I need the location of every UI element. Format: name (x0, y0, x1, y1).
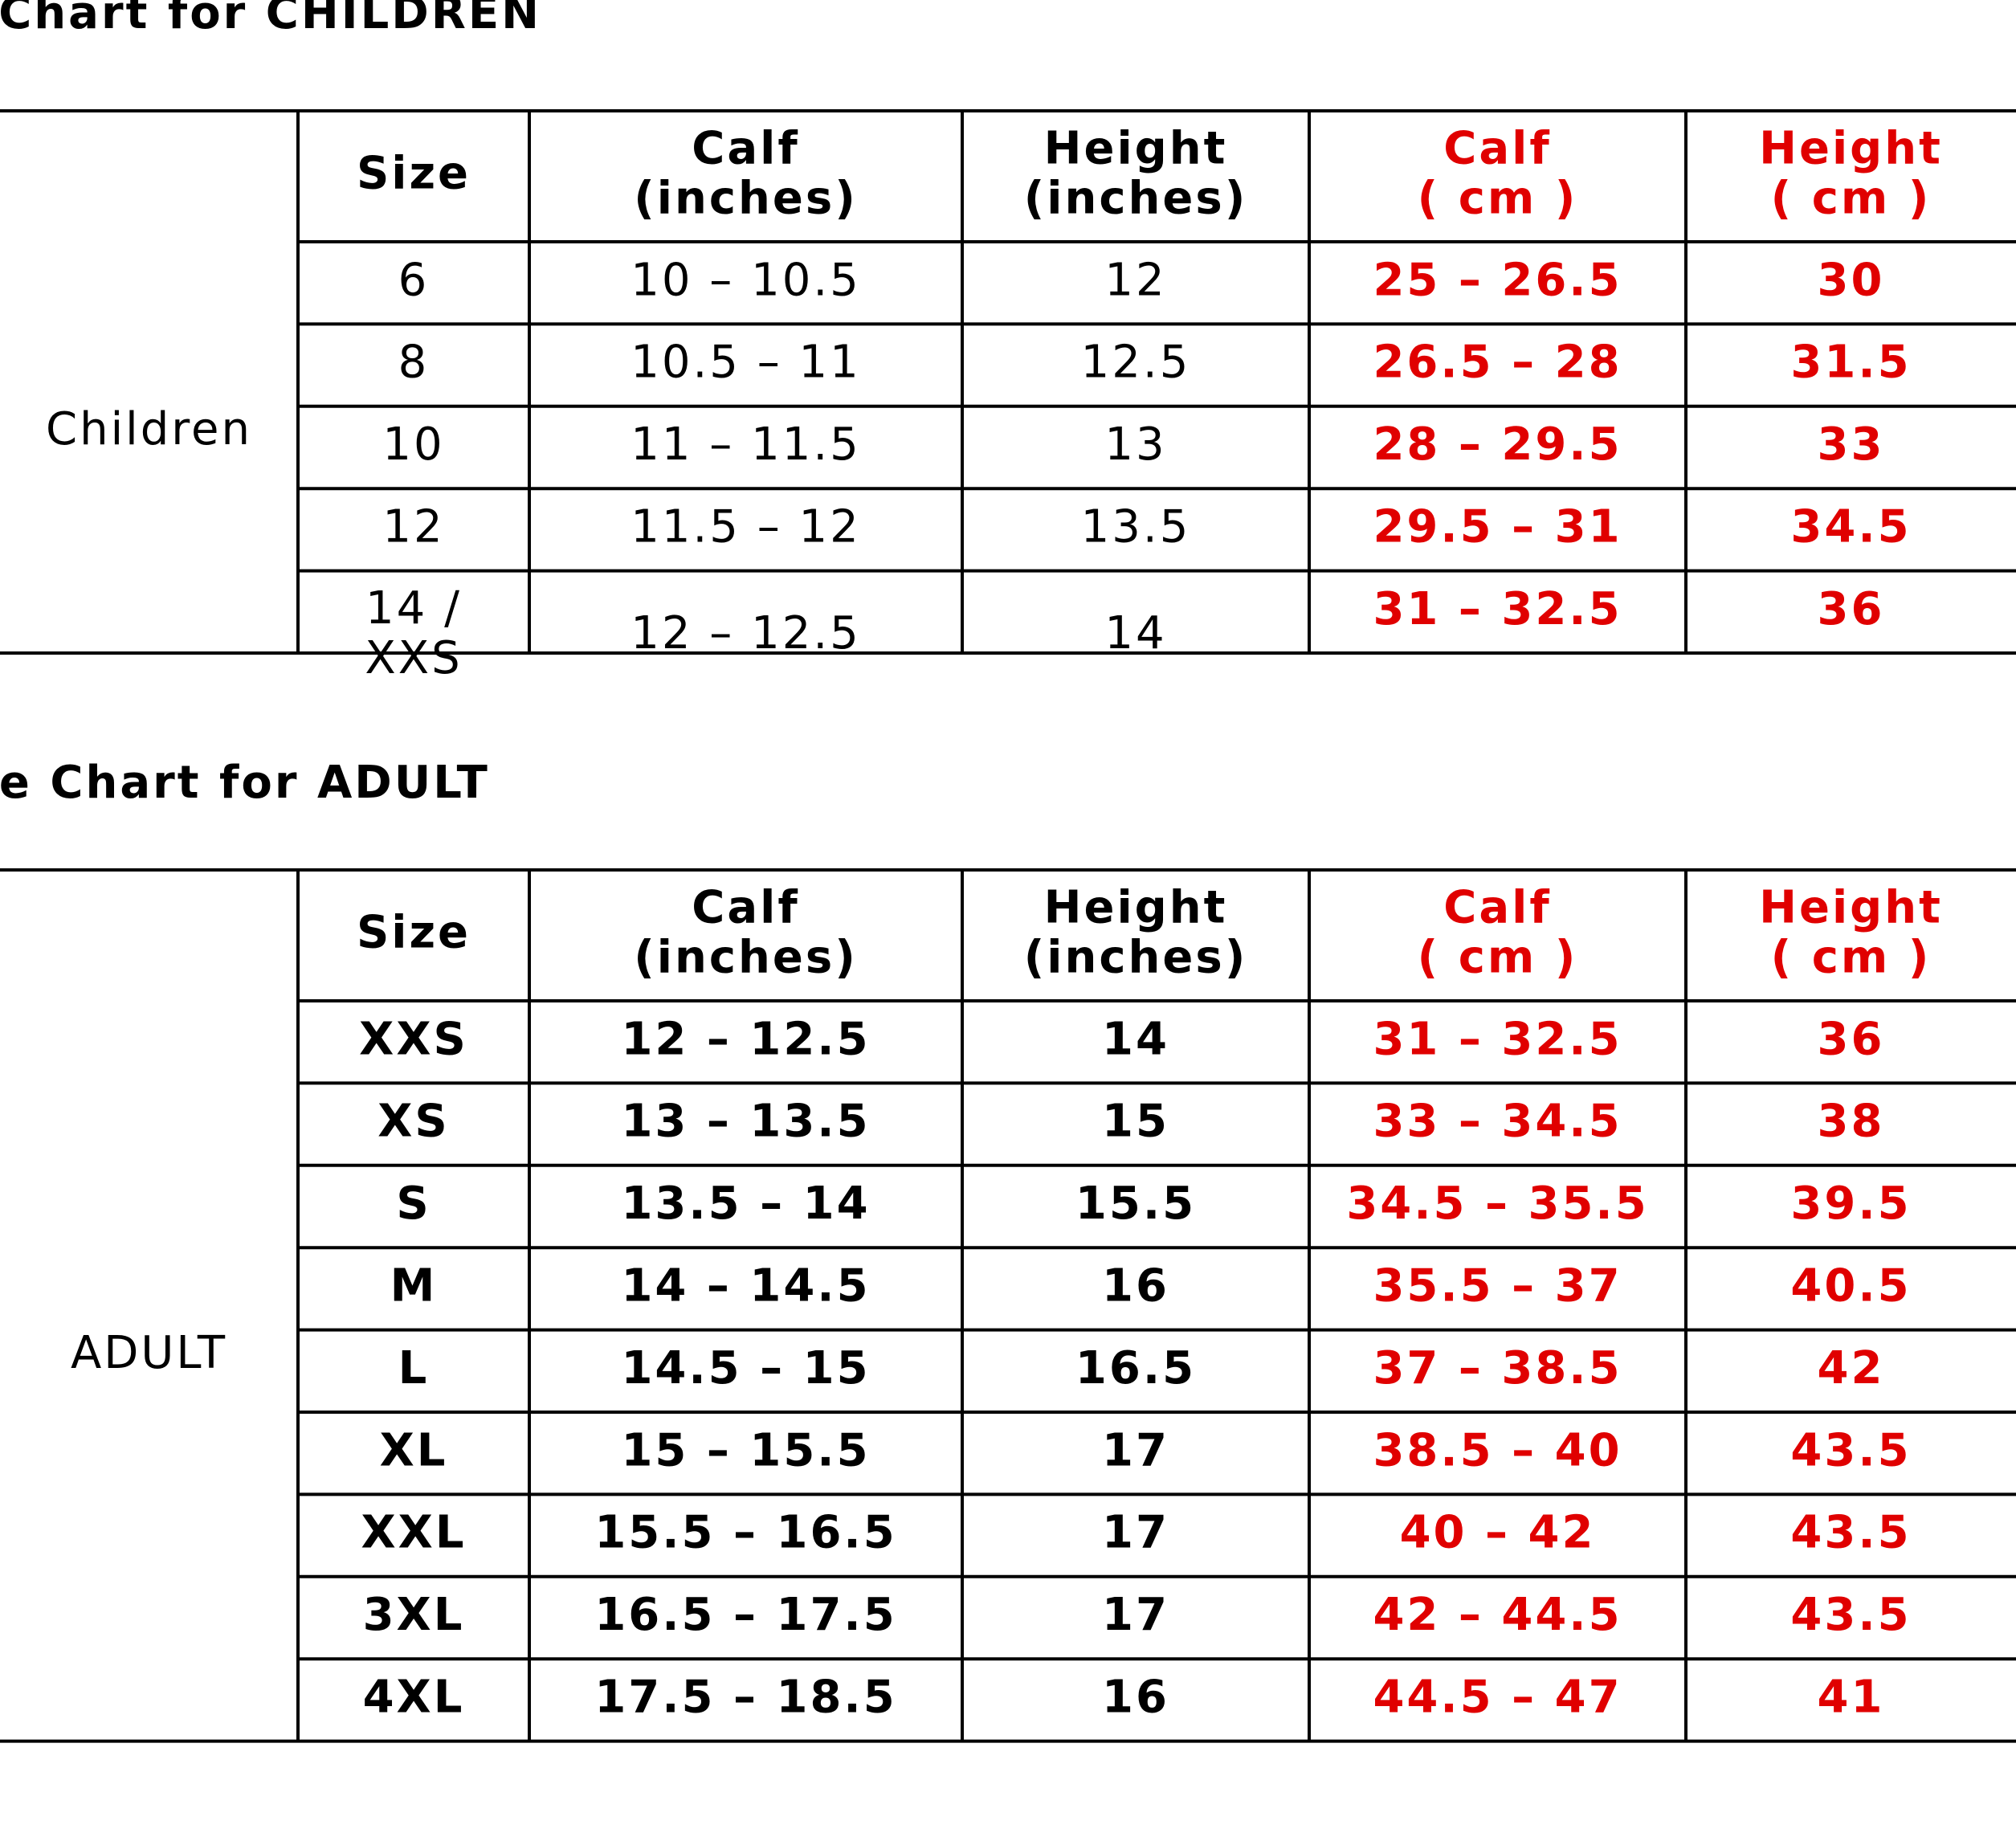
table-cell: 33 – 34.5 (1373, 1096, 1622, 1148)
table-cell: 37 – 38.5 (1373, 1342, 1622, 1394)
column-header: Height (1759, 123, 1943, 175)
table-cell: 11 – 11.5 (631, 418, 861, 471)
table-cell: 17 (1102, 1424, 1169, 1476)
table-cell: 10 – 10.5 (631, 254, 861, 306)
table-cell: 28 – 29.5 (1373, 418, 1622, 471)
table-cell: 12 (382, 501, 444, 553)
table-cell: 13 – 13.5 (621, 1096, 870, 1148)
column-header: Calf (692, 123, 799, 175)
table-cell: XL (380, 1424, 448, 1476)
column-header: Height (1759, 882, 1943, 934)
column-header: Size (357, 907, 471, 959)
table-cell: 13 (1104, 418, 1166, 471)
table-cell: 17.5 – 18.5 (594, 1672, 896, 1724)
column-header: Size (357, 148, 471, 200)
table-cell: 12.5 (1081, 337, 1191, 389)
table-cell: 40.5 (1790, 1260, 1911, 1313)
table-cell: 39.5 (1790, 1178, 1911, 1230)
table-cell: 29.5 – 31 (1373, 501, 1622, 553)
table-cell: 12 – 12.5 (621, 1013, 870, 1065)
column-header: (inches) (1024, 173, 1248, 225)
table-cell: 26.5 – 28 (1373, 337, 1622, 389)
table-cell: 30 (1818, 254, 1885, 306)
table-cell: 33 (1818, 418, 1885, 471)
table-cell: 34.5 (1790, 501, 1911, 553)
column-header: Height (1044, 882, 1228, 934)
table-cell: 15 – 15.5 (621, 1424, 870, 1476)
column-header: (inches) (1024, 932, 1248, 984)
table-cell: 36 (1818, 1013, 1885, 1065)
column-header: Calf (1443, 882, 1551, 934)
table-cell: 4XL (363, 1672, 465, 1724)
table-cell: 6 (398, 254, 430, 306)
column-header: ( cm ) (1418, 932, 1578, 984)
table-cell: 42 (1818, 1342, 1885, 1394)
table-cell: 44.5 – 47 (1373, 1672, 1622, 1724)
column-header: ( cm ) (1418, 173, 1578, 225)
table-cell: 15.5 – 16.5 (594, 1507, 896, 1559)
table-cell: 14 (1104, 607, 1166, 659)
column-header: ( cm ) (1771, 173, 1932, 225)
table-title: AK Half Chaps Size Chart for CHILDREN (0, 0, 541, 39)
table-cell: XS (377, 1096, 450, 1148)
table-cell: 42 – 44.5 (1373, 1589, 1622, 1641)
table-cell: S (396, 1178, 431, 1230)
table-cell: 16 (1102, 1260, 1169, 1313)
table-cell: 14 (1102, 1013, 1169, 1065)
table-cell: 35.5 – 37 (1373, 1260, 1622, 1313)
table-cell: 13.5 – 14 (621, 1178, 870, 1230)
table-cell: 38.5 – 40 (1373, 1424, 1622, 1476)
table-cell: 14 / (365, 582, 462, 635)
column-header: (inches) (634, 173, 858, 225)
table-cell: 13.5 (1081, 501, 1191, 553)
group-label: ADULT (71, 1327, 227, 1379)
table-cell: 38 (1818, 1096, 1885, 1148)
column-header: Height (1044, 123, 1228, 175)
table-cell: 10.5 – 11 (631, 337, 861, 389)
table-cell: 16 (1102, 1672, 1169, 1724)
table-cell: 12 (1104, 254, 1166, 306)
table-cell: 12 – 12.5 (631, 607, 861, 659)
table-cell: 43.5 (1790, 1507, 1911, 1559)
table-cell: 40 – 42 (1400, 1507, 1596, 1559)
table-cell: 36 (1818, 583, 1885, 635)
column-header: Calf (692, 882, 799, 934)
table-cell: XXS (359, 1013, 468, 1065)
table-cell: 41 (1818, 1672, 1885, 1724)
table-cell: L (398, 1342, 430, 1394)
table-cell: 43.5 (1790, 1424, 1911, 1476)
column-header: (inches) (634, 932, 858, 984)
column-header: Calf (1443, 123, 1551, 175)
table-cell: 31 – 32.5 (1373, 1013, 1622, 1065)
table-cell: 16.5 – 17.5 (594, 1589, 896, 1641)
table-cell: 17 (1102, 1589, 1169, 1641)
table-cell: 14 – 14.5 (621, 1260, 870, 1313)
table-title: AK Half Chaps Size Chart for ADULT (0, 757, 490, 809)
table-cell: 31.5 (1790, 337, 1911, 389)
table-cell: 43.5 (1790, 1589, 1911, 1641)
table-cell: 15.5 (1075, 1178, 1196, 1230)
group-label: Children (46, 403, 252, 455)
table-cell: 25 – 26.5 (1373, 254, 1622, 306)
table-cell: XXL (361, 1507, 466, 1559)
table-cell: 10 (382, 418, 444, 471)
table-cell: 17 (1102, 1507, 1169, 1559)
table-cell: 34.5 – 35.5 (1346, 1178, 1648, 1230)
column-header: ( cm ) (1771, 932, 1932, 984)
table-cell: 15 (1102, 1096, 1169, 1148)
table-cell: M (390, 1260, 438, 1313)
table-cell: 11.5 – 12 (631, 501, 861, 553)
table-cell: 3XL (363, 1589, 465, 1641)
table-cell: 8 (398, 337, 430, 389)
table-cell: 16.5 (1075, 1342, 1196, 1394)
table-cell: 14.5 – 15 (621, 1342, 870, 1394)
table-cell: XXS (365, 632, 462, 684)
table-cell: 31 – 32.5 (1373, 583, 1622, 635)
